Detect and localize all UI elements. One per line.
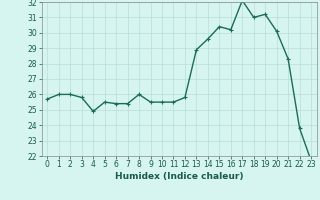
X-axis label: Humidex (Indice chaleur): Humidex (Indice chaleur) xyxy=(115,172,244,181)
